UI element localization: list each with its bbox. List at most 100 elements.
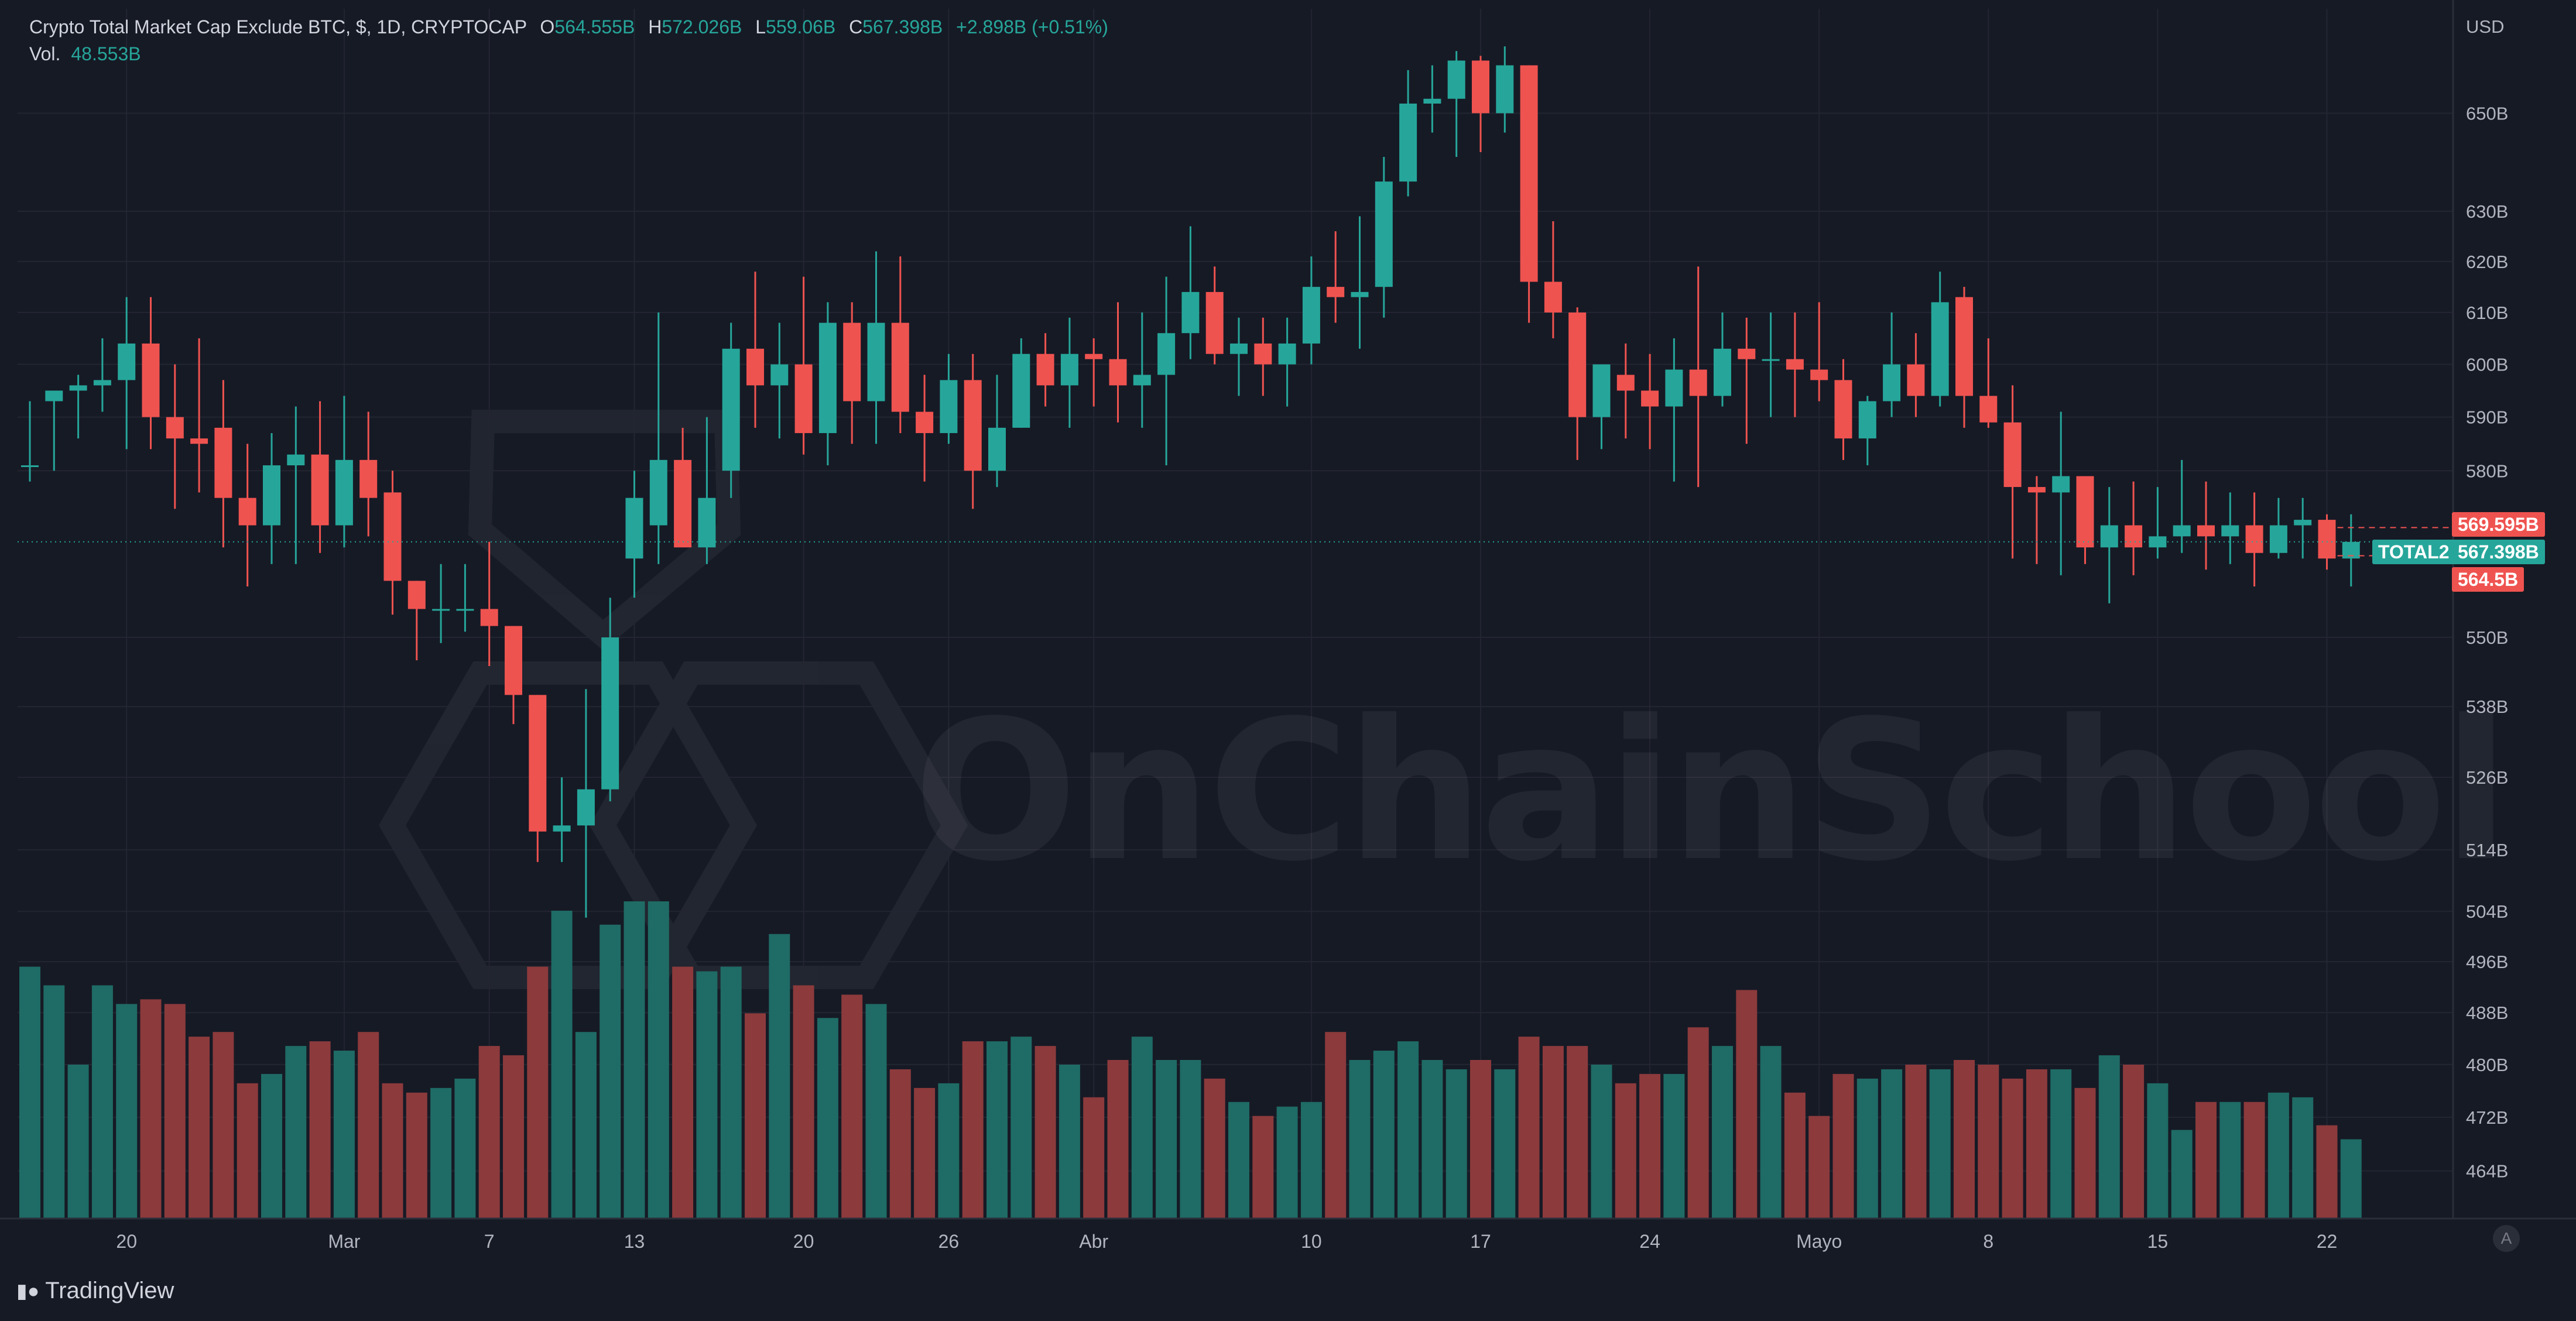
candle-body (1592, 364, 1611, 417)
volume-bar (116, 1004, 138, 1219)
volume-bar (1905, 1064, 1927, 1219)
low-value: 559.06B (766, 16, 836, 37)
y-tick-label: 610B (2466, 303, 2508, 323)
volume-legend: Vol. 48.553B (29, 43, 141, 65)
volume-bar (2243, 1102, 2265, 1219)
volume-bar (1107, 1060, 1129, 1219)
x-tick-label: 20 (793, 1231, 814, 1252)
y-tick-label: 620B (2466, 252, 2508, 272)
x-tick-label: 22 (2317, 1231, 2338, 1252)
x-tick-label: Mayo (1796, 1231, 1842, 1252)
volume-bar (1808, 1116, 1830, 1219)
candle-body (287, 454, 305, 466)
candle-body (1302, 287, 1320, 344)
volume-bar (720, 966, 742, 1219)
candle-body (1883, 364, 1901, 402)
volume-bar (1712, 1046, 1733, 1219)
candle-body (1786, 359, 1804, 370)
candle-body (69, 385, 87, 391)
currency-label[interactable]: USD (2466, 16, 2504, 37)
volume-bar (1300, 1102, 1322, 1219)
candle-body (1616, 375, 1635, 391)
candle-body (1931, 302, 1949, 396)
volume-bar (1760, 1046, 1782, 1219)
volume-bar (624, 901, 645, 1219)
volume-bar (140, 999, 162, 1219)
candle-body (625, 497, 643, 559)
x-tick-label: 10 (1301, 1231, 1322, 1252)
volume-bar (889, 1069, 911, 1219)
y-tick-label: 550B (2466, 627, 2508, 648)
volume-bar (2316, 1125, 2338, 1219)
y-tick-label: 600B (2466, 355, 2508, 375)
candle-body (916, 411, 934, 433)
y-tick-label: 538B (2466, 696, 2508, 717)
volume-bar (1228, 1102, 1249, 1219)
volume-bar (2292, 1097, 2314, 1219)
volume-bar (237, 1083, 258, 1219)
y-tick-label: 480B (2466, 1055, 2508, 1075)
candle-body (1738, 348, 1756, 359)
volume-bar (1373, 1051, 1395, 1219)
volume-bar (962, 1041, 984, 1219)
candle-body (601, 637, 619, 790)
tradingview-logo[interactable]: ▮● TradingView (16, 1278, 174, 1304)
candle-body (1085, 354, 1103, 359)
volume-bar (575, 1032, 597, 1219)
brand-name: TradingView (45, 1278, 174, 1303)
y-tick-label: 590B (2466, 407, 2508, 428)
volume-bar (1856, 1078, 1878, 1219)
candle-body (263, 465, 280, 526)
volume-bar (1687, 1027, 1709, 1219)
candle-body (1496, 65, 1514, 114)
candle-body (1472, 60, 1489, 114)
price-candles (21, 46, 2360, 918)
candle-body (2027, 487, 2046, 493)
volume-bar (1325, 1032, 1347, 1219)
low-price-tag: 564.5B (2452, 567, 2524, 592)
candle-body (118, 343, 136, 380)
volume-bar (1010, 1037, 1032, 1219)
high-value: 572.026B (662, 16, 742, 37)
candle-body (1907, 364, 1925, 396)
high-label: H (648, 16, 662, 37)
candle-body (456, 609, 474, 611)
candle-body (1133, 375, 1151, 386)
volume-bar (43, 985, 65, 1219)
volume-bar (914, 1087, 936, 1219)
candle-body (335, 459, 353, 526)
candle-body (1810, 369, 1828, 380)
x-tick-label: 17 (1470, 1231, 1491, 1252)
x-tick-label: 8 (1983, 1231, 1993, 1252)
candle-body (1254, 343, 1272, 365)
volume-bar (648, 901, 669, 1219)
symbol-title[interactable]: Crypto Total Market Cap Exclude BTC, $, … (29, 16, 527, 37)
candle-body (383, 492, 402, 581)
tradingview-icon: ▮● (16, 1279, 40, 1302)
candle-body (2052, 476, 2070, 493)
ohlc-legend: Crypto Total Market Cap Exclude BTC, $, … (29, 16, 1108, 38)
watermark-text: OnChainSchool (913, 679, 2509, 904)
candle-body (2318, 520, 2336, 559)
candle-body (2173, 525, 2191, 537)
candle-body (1979, 396, 1998, 423)
volume-bar (261, 1073, 282, 1219)
change-value: +2.898B (+0.51%) (956, 16, 1108, 37)
x-tick-label: Mar (328, 1231, 360, 1252)
volume-label[interactable]: Vol. (29, 43, 61, 64)
candle-body (1858, 401, 1876, 439)
volume-bar (91, 985, 113, 1219)
candle-body (1060, 354, 1078, 386)
volume-bar (600, 924, 621, 1219)
volume-bar (938, 1083, 960, 1219)
candle-body (2197, 525, 2215, 537)
volume-bar (1663, 1073, 1685, 1219)
symbol-tag: TOTAL2 (2372, 540, 2455, 564)
volume-bar (1784, 1092, 1806, 1219)
volume-bar (672, 966, 694, 1219)
volume-bar (2219, 1102, 2241, 1219)
auto-scale-button[interactable]: A (2493, 1225, 2520, 1252)
volume-bar (1978, 1064, 1999, 1219)
